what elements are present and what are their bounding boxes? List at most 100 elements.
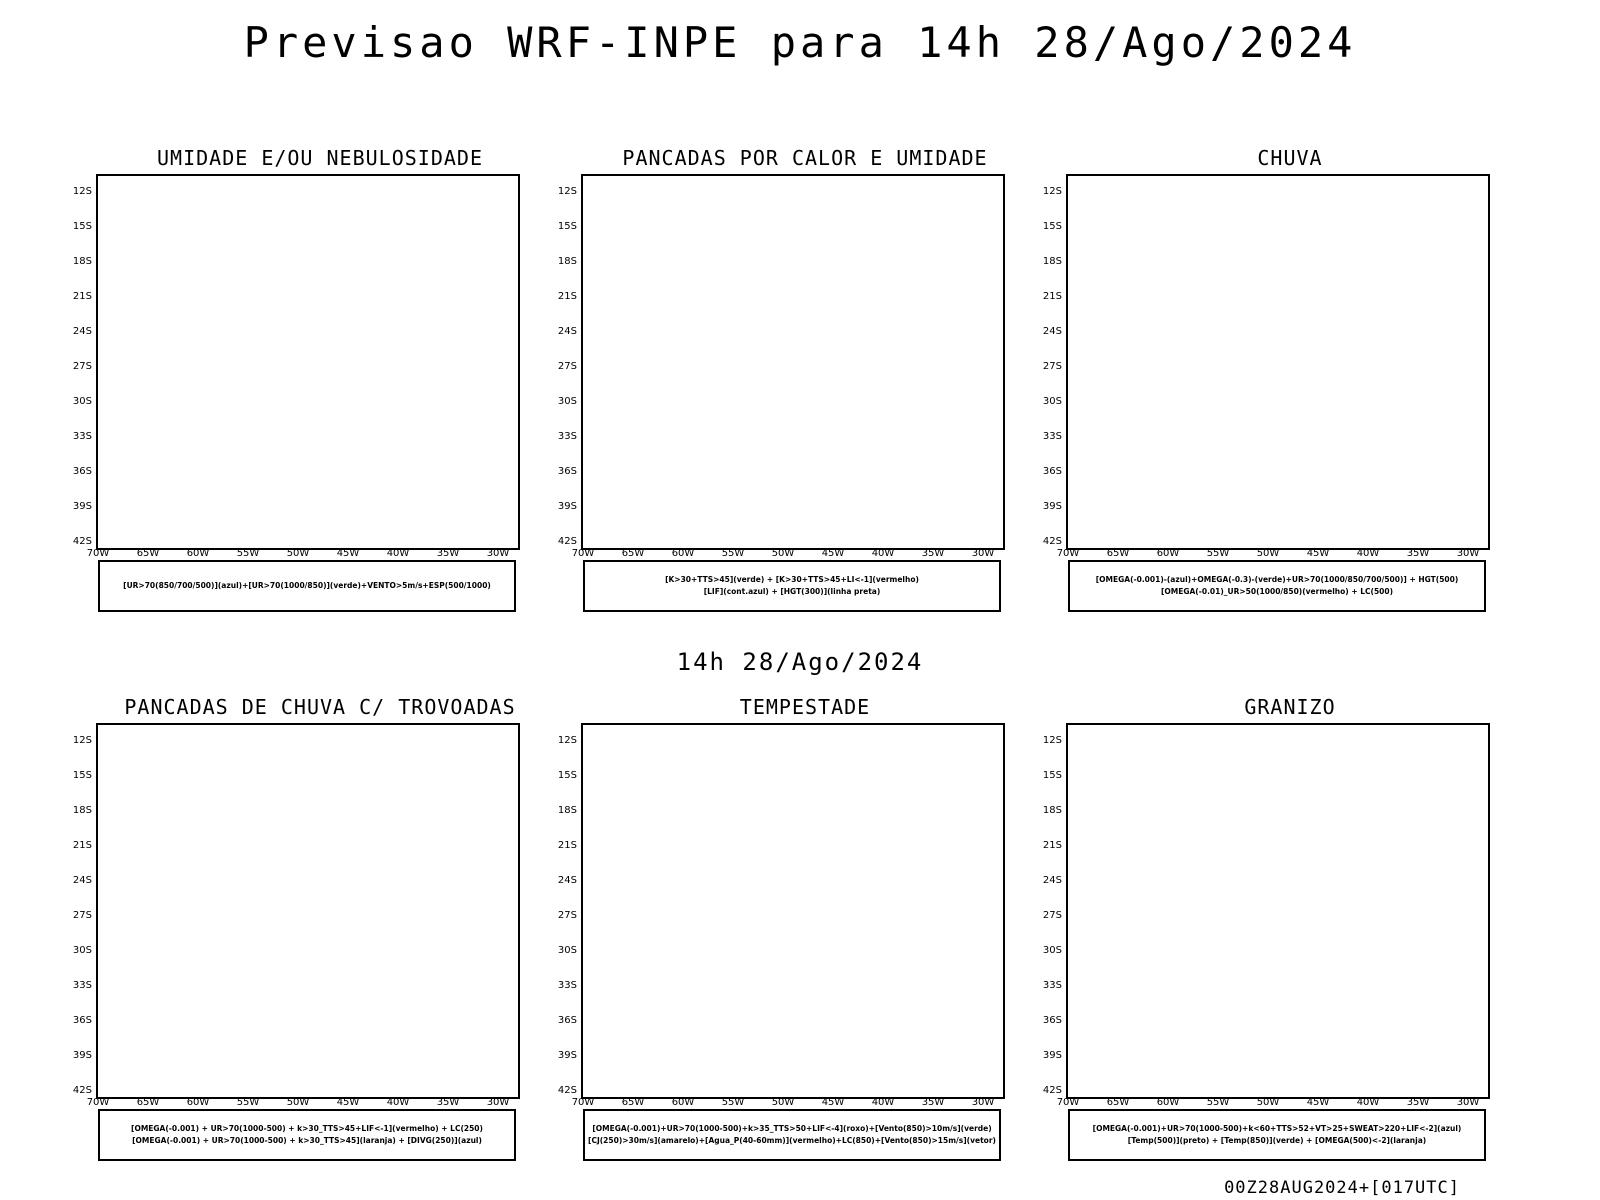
latitude-tick-label: 12S (72, 735, 92, 746)
longitude-tick-label: 40W (1356, 548, 1380, 559)
panel-title: UMIDADE E/OU NEBULOSIDADE (156, 146, 484, 170)
longitude-tick-label: 35W (1406, 548, 1430, 559)
latitude-tick-label: 21S (1042, 840, 1062, 851)
latitude-tick-label: 39S (557, 1050, 577, 1061)
latitude-tick-label: 42S (72, 536, 92, 547)
map-frame: 1012101610201024102857657056455855254654… (96, 174, 520, 550)
longitude-tick-label: 45W (821, 548, 845, 559)
longitude-tick-label: 55W (1206, 548, 1230, 559)
map-plot (583, 725, 1003, 1097)
latitude-tick-label: 39S (1042, 501, 1062, 512)
latitude-tick-label: 24S (72, 875, 92, 886)
latitude-tick-label: 36S (1042, 1015, 1062, 1026)
longitude-tick-label: 40W (386, 1097, 410, 1108)
latitude-tick-label: 33S (1042, 431, 1062, 442)
longitude-tick-label: 65W (621, 548, 645, 559)
longitude-tick-label: 65W (621, 1097, 645, 1108)
map-plot: 588585582579576573570567564561558546 (1068, 176, 1488, 548)
latitude-tick-label: 39S (1042, 1050, 1062, 1061)
legend-box: [OMEGA(-0.001)-(azul)+OMEGA(-0.3)-(verde… (1068, 560, 1486, 612)
panel-trovoadas: PANCADAS DE CHUVA C/ TROVOADAS 12S 15S 18S 2… (73, 695, 560, 1185)
latitude-tick-label: 15S (72, 770, 92, 781)
forecast-time-label: 14h 28/Ago/2024 (676, 648, 924, 676)
longitude-tick-label: 55W (721, 1097, 745, 1108)
longitude-tick-label: 60W (186, 548, 210, 559)
latitude-tick-label: 42S (1042, 536, 1062, 547)
latitude-tick-label: 36S (1042, 466, 1062, 477)
latitude-tick-label: 27S (557, 910, 577, 921)
latitude-tick-label: 21S (557, 840, 577, 851)
longitude-tick-label: 45W (821, 1097, 845, 1108)
longitude-tick-label: 50W (771, 548, 795, 559)
latitude-tick-label: 18S (1042, 805, 1062, 816)
longitude-tick-label: 55W (1206, 1097, 1230, 1108)
latitude-tick-label: 30S (72, 945, 92, 956)
latitude-tick-label: 12S (1042, 186, 1062, 197)
latitude-tick-label: 15S (557, 221, 577, 232)
legend-box: [K>30+TTS>45](verde) + [K>30+TTS>45+LI<-… (583, 560, 1001, 612)
latitude-tick-label: 33S (557, 980, 577, 991)
latitude-tick-label: 30S (1042, 945, 1062, 956)
longitude-tick-label: 40W (871, 1097, 895, 1108)
map-plot: 369121518212427 (1068, 725, 1488, 1097)
longitude-tick-label: 35W (921, 1097, 945, 1108)
latitude-tick-label: 15S (1042, 770, 1062, 781)
longitude-tick-label: 50W (286, 1097, 310, 1108)
latitude-tick-label: 30S (1042, 396, 1062, 407)
longitude-tick-label: 35W (436, 1097, 460, 1108)
latitude-tick-label: 39S (72, 1050, 92, 1061)
longitude-tick-label: 40W (1356, 1097, 1380, 1108)
latitude-tick-label: 21S (72, 840, 92, 851)
legend-box: [OMEGA(-0.001)+UR>70(1000-500)+k>35_TTS>… (583, 1109, 1001, 1161)
latitude-tick-label: 27S (557, 361, 577, 372)
map-plot: 96009560952094409360928092009120 (583, 176, 1003, 548)
latitude-tick-label: 15S (557, 770, 577, 781)
longitude-tick-label: 30W (971, 548, 995, 559)
longitude-tick-label: 70W (1056, 548, 1080, 559)
latitude-tick-label: 21S (1042, 291, 1062, 302)
map-plot (98, 725, 518, 1097)
longitude-tick-label: 65W (1106, 548, 1130, 559)
latitude-tick-label: 24S (1042, 875, 1062, 886)
latitude-tick-label: 24S (557, 326, 577, 337)
longitude-tick-label: 30W (1456, 1097, 1480, 1108)
legend-text: [OMEGA(-0.01)_UR>50(1000/850)(vermelho) … (1160, 587, 1394, 596)
longitude-tick-label: 70W (86, 548, 110, 559)
latitude-tick-label: 42S (72, 1085, 92, 1096)
latitude-tick-label: 12S (557, 735, 577, 746)
legend-text: [Temp(500)](preto) + [Temp(850)](verde) … (1127, 1136, 1427, 1145)
latitude-tick-label: 33S (1042, 980, 1062, 991)
latitude-tick-label: 42S (1042, 1085, 1062, 1096)
longitude-tick-label: 30W (486, 1097, 510, 1108)
latitude-tick-label: 30S (557, 945, 577, 956)
longitude-tick-label: 30W (1456, 548, 1480, 559)
run-timestamp: 00Z28AUG2024+[017UTC] (1224, 1178, 1460, 1198)
latitude-tick-label: 36S (557, 1015, 577, 1026)
legend-text: [OMEGA(-0.001)+UR>70(1000-500)+k>35_TTS>… (592, 1124, 992, 1133)
latitude-tick-label: 36S (72, 1015, 92, 1026)
latitude-tick-label: 27S (72, 910, 92, 921)
longitude-tick-label: 45W (336, 548, 360, 559)
longitude-tick-label: 50W (771, 1097, 795, 1108)
latitude-tick-label: 42S (557, 1085, 577, 1096)
legend-text: [OMEGA(-0.001) + UR>70(1000-500) + k>30_… (132, 1136, 482, 1145)
longitude-tick-label: 70W (571, 1097, 595, 1108)
latitude-tick-label: 12S (1042, 735, 1062, 746)
longitude-tick-label: 65W (136, 1097, 160, 1108)
latitude-tick-label: 39S (557, 501, 577, 512)
map-frame (581, 723, 1005, 1099)
panel-tempestade: TEMPESTADE 12S 15S 18S 21S 24S 27S 30S 33S 36S 39S… (558, 695, 1045, 1185)
panel-title: PANCADAS POR CALOR E UMIDADE (622, 146, 988, 170)
latitude-tick-label: 27S (1042, 910, 1062, 921)
latitude-tick-label: 27S (72, 361, 92, 372)
panel-title: GRANIZO (1244, 695, 1336, 719)
map-frame: 96009560952094409360928092009120 (581, 174, 1005, 550)
longitude-tick-label: 55W (236, 1097, 260, 1108)
legend-box: [UR>70(850/700/500)](azul)+[UR>70(1000/8… (98, 560, 516, 612)
latitude-tick-label: 24S (557, 875, 577, 886)
latitude-tick-label: 12S (557, 186, 577, 197)
panel-chuva: CHUVA 58858558257957657357056756456155854… (1043, 146, 1530, 636)
longitude-tick-label: 70W (1056, 1097, 1080, 1108)
map-frame (96, 723, 520, 1099)
longitude-tick-label: 30W (486, 548, 510, 559)
